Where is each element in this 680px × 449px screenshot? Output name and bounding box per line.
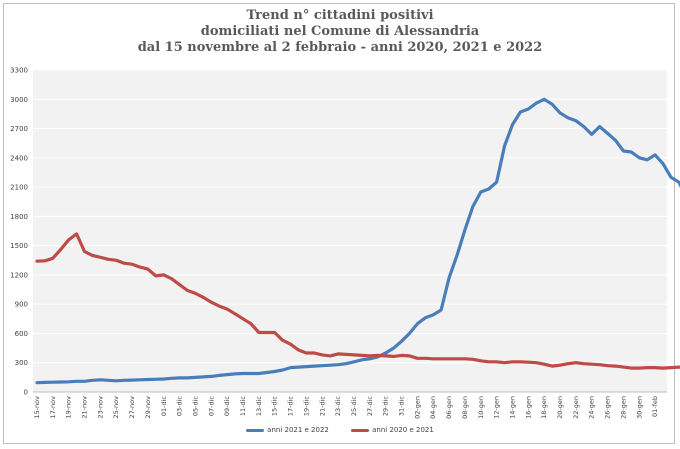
x-tick-label: 25-dic	[350, 396, 358, 417]
x-tick-label: 06-gen	[445, 396, 453, 419]
x-tick-label: 02-gen	[413, 396, 421, 419]
x-tick-label: 03-dic	[176, 396, 184, 417]
x-tick-label: 21-nov	[81, 396, 89, 419]
legend-label-series-2: anni 2020 e 2021	[372, 426, 434, 434]
x-tick-label: 18-gen	[540, 396, 548, 419]
y-tick-label: 2700	[10, 125, 28, 133]
x-tick-label: 31-dic	[398, 396, 406, 417]
x-tick-label: 25-nov	[112, 396, 120, 419]
x-tick-label: 10-gen	[477, 396, 485, 419]
x-tick-label: 30-gen	[635, 396, 643, 419]
x-tick-label: 20-gen	[556, 396, 564, 419]
y-tick-label: 2100	[10, 184, 28, 192]
x-tick-label: 27-nov	[128, 396, 136, 419]
x-tick-label: 05-dic	[191, 396, 199, 417]
x-tick-label: 23-dic	[334, 396, 342, 417]
x-tick-label: 21-dic	[318, 396, 326, 417]
y-tick-label: 300	[15, 359, 28, 367]
x-tick-label: 17-nov	[49, 396, 57, 419]
y-tick-label: 900	[15, 301, 28, 309]
y-tick-label: 600	[15, 330, 28, 338]
plot-area	[33, 70, 667, 392]
x-tick-label: 01-feb	[651, 396, 659, 417]
y-tick-label: 0	[24, 389, 28, 397]
y-tick-label: 3000	[10, 96, 28, 104]
x-tick-label: 13-dic	[255, 396, 263, 417]
x-tick-label: 23-nov	[96, 396, 104, 419]
x-tick-label: 22-gen	[572, 396, 580, 419]
x-tick-label: 15-nov	[33, 396, 41, 419]
y-tick-label: 1500	[10, 242, 28, 250]
chart-title: Trend n° cittadini positivi domiciliati …	[0, 8, 680, 56]
y-tick-label: 1200	[10, 271, 28, 279]
x-tick-label: 14-gen	[508, 396, 516, 419]
legend-label-series-1: anni 2021 e 2022	[267, 426, 329, 434]
x-tick-label: 24-gen	[588, 396, 596, 419]
x-tick-label: 04-gen	[429, 396, 437, 419]
x-tick-label: 07-dic	[207, 396, 215, 417]
x-tick-label: 29-dic	[382, 396, 390, 417]
x-tick-label: 12-gen	[493, 396, 501, 419]
x-tick-label: 11-dic	[239, 396, 247, 417]
chart-title-line-3: dal 15 novembre al 2 febbraio - anni 202…	[137, 40, 543, 55]
legend-item-series-2: anni 2020 e 2021	[351, 426, 434, 434]
x-tick-label: 01-dic	[160, 396, 168, 417]
chart-legend: anni 2021 e 2022 anni 2020 e 2021	[0, 426, 680, 434]
x-tick-label: 15-dic	[271, 396, 279, 417]
chart-title-line-1: Trend n° cittadini positivi	[246, 8, 434, 23]
y-tick-label: 3300	[10, 67, 28, 75]
x-tick-label: 28-gen	[619, 396, 627, 419]
y-tick-label: 1800	[10, 213, 28, 221]
x-tick-label: 27-dic	[366, 396, 374, 417]
x-tick-label: 19-nov	[65, 396, 73, 419]
x-tick-label: 19-dic	[302, 396, 310, 417]
x-tick-label: 17-dic	[287, 396, 295, 417]
x-tick-label: 26-gen	[604, 396, 612, 419]
y-tick-label: 2400	[10, 154, 28, 162]
x-tick-label: 08-gen	[461, 396, 469, 419]
x-tick-label: 09-dic	[223, 396, 231, 417]
legend-swatch-series-1	[246, 428, 265, 432]
legend-swatch-series-2	[351, 428, 370, 432]
x-tick-label: 16-gen	[524, 396, 532, 419]
legend-item-series-1: anni 2021 e 2022	[246, 426, 329, 434]
series-line-2	[35, 232, 680, 370]
x-tick-label: 29-nov	[144, 396, 152, 419]
chart-title-line-2: domiciliati nel Comune di Alessandria	[200, 24, 480, 39]
series-line-1	[35, 97, 680, 385]
